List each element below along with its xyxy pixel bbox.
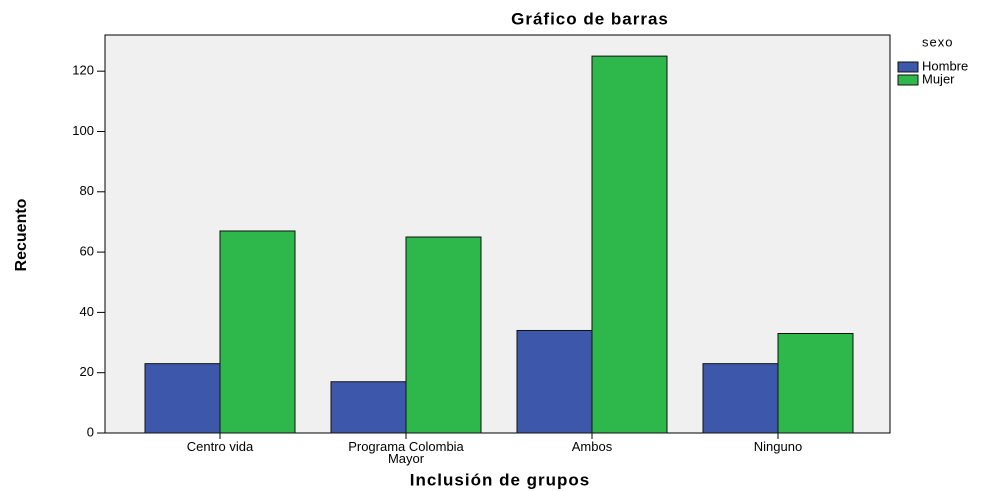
legend-swatch <box>897 61 919 73</box>
legend-title: sexo <box>922 34 953 49</box>
x-tick-label: Centro vida <box>186 439 254 454</box>
legend-label: Hombre <box>922 58 968 73</box>
y-tick-label: 60 <box>80 244 94 259</box>
chart-title: Gráfico de barras <box>511 9 669 28</box>
bar <box>702 363 779 434</box>
bar <box>144 363 221 434</box>
bar <box>219 230 296 434</box>
y-tick-label: 120 <box>72 63 94 78</box>
y-tick-label: 100 <box>72 123 94 138</box>
bar <box>405 236 482 434</box>
legend-label: Mujer <box>922 71 955 86</box>
y-axis-title: Recuento <box>13 198 30 271</box>
x-tick-label: Programa Colombia Mayor <box>348 439 464 466</box>
bar <box>516 329 593 434</box>
y-tick-label: 40 <box>80 304 94 319</box>
y-tick-label: 20 <box>80 364 94 379</box>
y-tick-label: 0 <box>87 424 94 439</box>
bar <box>330 381 407 434</box>
bar <box>777 333 854 434</box>
x-axis-title: Inclusión de grupos <box>410 470 591 489</box>
x-tick-label: Ambos <box>571 439 613 454</box>
y-tick-label: 80 <box>80 183 94 198</box>
legend-swatch <box>897 74 919 86</box>
bar <box>591 55 668 434</box>
x-tick-label: Ninguno <box>753 439 803 454</box>
